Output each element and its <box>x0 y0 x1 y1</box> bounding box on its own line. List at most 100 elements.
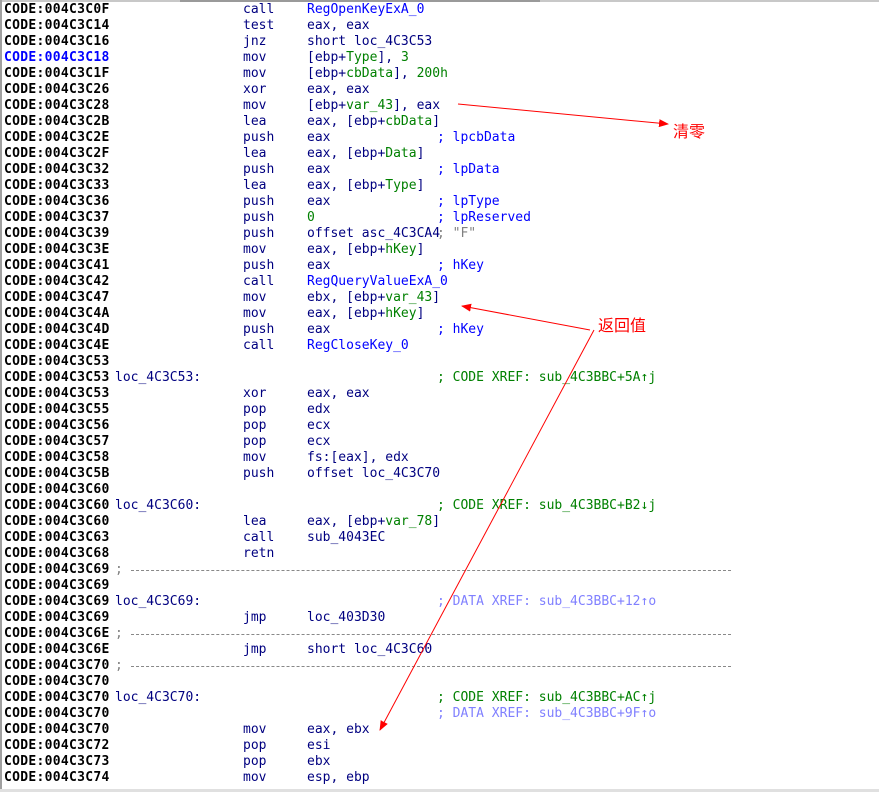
address: CODE:004C3C53 <box>4 386 110 401</box>
listing-line[interactable]: CODE:004C3C4A mov eax, [ebp+hKey] <box>0 306 879 322</box>
listing-line[interactable]: CODE:004C3C5B push offset loc_4C3C70 <box>0 466 879 482</box>
address: CODE:004C3C0F <box>4 2 110 17</box>
operands: [ebp+var_43], eax <box>307 98 440 114</box>
listing-line[interactable]: CODE:004C3C4E call RegCloseKey_0 <box>0 338 879 354</box>
listing-line[interactable]: CODE:004C3C2E push eax ; lpcbData <box>0 130 879 146</box>
listing-line[interactable]: CODE:004C3C68 retn <box>0 546 879 562</box>
mnemonic: mov <box>243 66 267 81</box>
listing-line[interactable]: CODE:004C3C70 mov eax, ebx <box>0 722 879 738</box>
operand-part: [ebp+ <box>307 98 347 113</box>
listing-line[interactable]: CODE:004C3C2B lea eax, [ebp+cbData] <box>0 114 879 130</box>
listing-line[interactable]: CODE:004C3C4D push eax ; hKey <box>0 322 879 338</box>
mnemonic: xor <box>243 82 267 97</box>
listing-line[interactable]: CODE:004C3C57 pop ecx <box>0 434 879 450</box>
horizontal-scrollbar-thumb[interactable] <box>180 0 540 2</box>
address: CODE:004C3C2F <box>4 146 110 161</box>
listing-line[interactable]: CODE:004C3C32 push eax ; lpData <box>0 162 879 178</box>
operand-part: ] <box>416 306 425 321</box>
address: CODE:004C3C42 <box>4 274 110 289</box>
listing-line[interactable]: CODE:004C3C3E mov eax, [ebp+hKey] <box>0 242 879 258</box>
listing-line[interactable]: CODE:004C3C39 push offset asc_4C3CA4; "F" <box>0 226 879 242</box>
listing-line[interactable]: CODE:004C3C70 ; DATA XREF: sub_4C3BBC+9F↑… <box>0 706 879 722</box>
operands: RegQueryValueExA_0 <box>307 274 448 290</box>
address: CODE:004C3C6E <box>4 642 110 657</box>
listing-line[interactable]: CODE:004C3C69 <box>0 578 879 594</box>
mnemonic: push <box>243 194 275 209</box>
operand-part: ecx <box>307 418 331 433</box>
listing-line[interactable]: CODE:004C3C69 jmp loc_403D30 <box>0 610 879 626</box>
arrow-to-zero-label <box>457 103 669 128</box>
listing-line[interactable]: CODE:004C3C26 xor eax, eax <box>0 82 879 98</box>
listing-line[interactable]: CODE:004C3C6E jmp short loc_4C3C60 <box>0 642 879 658</box>
listing-line[interactable]: CODE:004C3C1F mov [ebp+cbData], 200h <box>0 66 879 82</box>
listing-line[interactable]: CODE:004C3C37 push 0 ; lpReserved <box>0 210 879 226</box>
operand-part[interactable]: RegQueryValueExA_0 <box>307 274 448 289</box>
listing-line[interactable]: CODE:004C3C70 loc_4C3C70: ; CODE XREF: sub… <box>0 690 879 706</box>
operand-part: eax, [ebp+ <box>307 242 386 257</box>
listing-line[interactable]: CODE:004C3C53 <box>0 354 879 370</box>
address: CODE:004C3C3E <box>4 242 110 257</box>
listing-line[interactable]: CODE:004C3C74 mov esp, ebp <box>0 770 879 786</box>
listing-line[interactable]: CODE:004C3C14 test eax, eax <box>0 18 879 34</box>
operand-part[interactable]: RegOpenKeyExA_0 <box>307 2 425 17</box>
operands: eax, eax <box>307 82 370 98</box>
address: CODE:004C3C73 <box>4 754 110 769</box>
listing-line[interactable]: CODE:004C3C53 loc_4C3C53: ; CODE XREF: sub… <box>0 370 879 386</box>
comment: ; CODE XREF: sub_4C3BBC+5A↑j <box>437 370 657 385</box>
operands: eax <box>307 162 330 178</box>
operand-part: eax, ebx <box>307 722 370 737</box>
operand-part: eax, eax <box>307 18 370 33</box>
address: CODE:004C3C5B <box>4 466 110 481</box>
listing-line[interactable]: CODE:004C3C70 <box>0 674 879 690</box>
listing-line[interactable]: CODE:004C3C28 mov [ebp+var_43], eax <box>0 98 879 114</box>
listing-line[interactable]: CODE:004C3C69 loc_4C3C69: ; DATA XREF: sub… <box>0 594 879 610</box>
operands: 0 <box>307 210 315 226</box>
operand-part: offset loc_4C3C70 <box>307 466 441 481</box>
operand-part: esp, ebp <box>307 770 370 785</box>
operand-part: var_78 <box>385 514 433 529</box>
listing-line[interactable]: CODE:004C3C42 call RegQueryValueExA_0 <box>0 274 879 290</box>
code-label[interactable]: loc_4C3C70: <box>115 690 202 705</box>
listing-line[interactable]: CODE:004C3C69; <box>0 562 879 578</box>
code-label[interactable]: loc_4C3C60: <box>115 498 202 513</box>
operand-part: edx <box>307 402 331 417</box>
listing-line[interactable]: CODE:004C3C60 lea eax, [ebp+var_78] <box>0 514 879 530</box>
listing-line[interactable]: CODE:004C3C47 mov ebx, [ebp+var_43] <box>0 290 879 306</box>
address: CODE:004C3C70 <box>4 722 110 737</box>
listing-line[interactable]: CODE:004C3C58 mov fs:[eax], edx <box>0 450 879 466</box>
mnemonic: push <box>243 258 275 273</box>
address: CODE:004C3C41 <box>4 258 110 273</box>
operand-part: 0 <box>307 210 315 225</box>
mnemonic: push <box>243 130 275 145</box>
operand-part: loc_403D30 <box>307 610 386 625</box>
operands: eax, [ebp+var_78] <box>307 514 440 530</box>
operand-part: short loc_4C3C53 <box>307 34 433 49</box>
operands: eax, eax <box>307 18 370 34</box>
code-label[interactable]: loc_4C3C53: <box>115 370 202 385</box>
listing-line[interactable]: CODE:004C3C33 lea eax, [ebp+Type] <box>0 178 879 194</box>
listing-line[interactable]: CODE:004C3C16 jnz short loc_4C3C53 <box>0 34 879 50</box>
mnemonic: jmp <box>243 642 267 657</box>
listing-line[interactable]: CODE:004C3C56 pop ecx <box>0 418 879 434</box>
listing-line[interactable]: CODE:004C3C60 loc_4C3C60:; CODE XREF: sub… <box>0 498 879 514</box>
listing-line[interactable]: CODE:004C3C63 call sub_4043EC <box>0 530 879 546</box>
operand-part[interactable]: RegCloseKey_0 <box>307 338 409 353</box>
mnemonic: call <box>243 338 275 353</box>
listing-line[interactable]: CODE:004C3C0F call RegOpenKeyExA_0 <box>0 2 879 18</box>
listing-line[interactable]: CODE:004C3C72 pop esi <box>0 738 879 754</box>
mnemonic: mov <box>243 722 267 737</box>
comment: ; hKey <box>437 258 484 273</box>
address: CODE:004C3C18 <box>4 50 110 65</box>
code-label[interactable]: loc_4C3C69: <box>115 594 202 609</box>
listing-line[interactable]: CODE:004C3C70; <box>0 658 879 674</box>
listing-line[interactable]: CODE:004C3C18 mov [ebp+Type], 3 <box>0 50 879 66</box>
listing-line[interactable]: CODE:004C3C2F lea eax, [ebp+Data] <box>0 146 879 162</box>
listing-line[interactable]: CODE:004C3C41 push eax ; hKey <box>0 258 879 274</box>
address: CODE:004C3C36 <box>4 194 110 209</box>
listing-line[interactable]: CODE:004C3C55 pop edx <box>0 402 879 418</box>
listing-line[interactable]: CODE:004C3C73 pop ebx <box>0 754 879 770</box>
listing-line[interactable]: CODE:004C3C36 push eax ; lpType <box>0 194 879 210</box>
listing-line[interactable]: CODE:004C3C60 <box>0 482 879 498</box>
listing-line[interactable]: CODE:004C3C53 xor eax, eax <box>0 386 879 402</box>
operands: eax <box>307 258 330 274</box>
